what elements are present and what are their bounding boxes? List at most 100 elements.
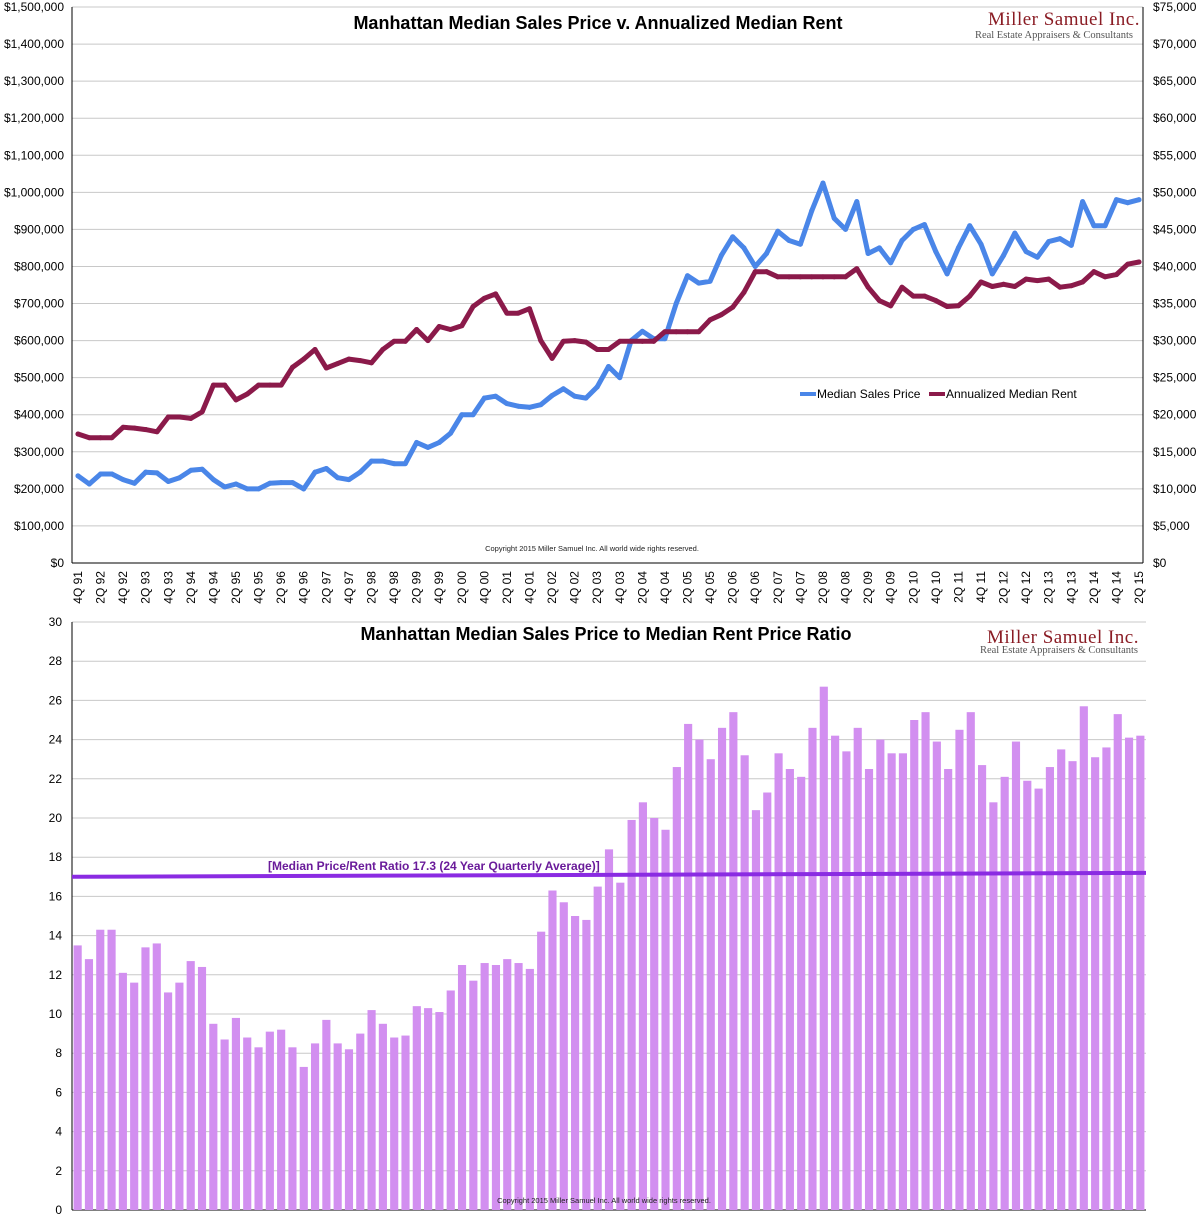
ratio-bar (164, 992, 173, 1210)
data-point (560, 386, 566, 392)
data-point (922, 293, 928, 299)
data-point (1113, 272, 1119, 278)
ratio-bar (130, 982, 139, 1210)
left-axis-tick-label: $800,000 (14, 259, 64, 273)
x-axis-tick-label: 4Q 95 (252, 571, 266, 604)
ratio-bar (367, 1010, 376, 1210)
data-point (730, 234, 736, 240)
data-point (515, 310, 521, 316)
ratio-bar (887, 753, 896, 1210)
ratio-bar (1034, 788, 1043, 1210)
ratio-bar (84, 959, 94, 1210)
data-point (685, 273, 691, 279)
data-point (730, 304, 736, 310)
data-point (718, 252, 724, 258)
ratio-bar (831, 735, 840, 1210)
x-axis-tick-label: 4Q 07 (793, 571, 807, 604)
ratio-bar (469, 980, 478, 1210)
chart-title-ratio: Manhattan Median Sales Price to Median R… (360, 624, 851, 644)
x-axis-tick-label: 4Q 08 (839, 571, 853, 604)
data-point (459, 412, 465, 418)
data-point (335, 361, 341, 367)
price-rent-gridlines (71, 6, 1144, 564)
data-point (1057, 284, 1063, 290)
data-point (222, 484, 228, 490)
left-axis-tick-label: $1,300,000 (4, 74, 64, 88)
data-point (809, 274, 815, 280)
ratio-bar (1091, 757, 1100, 1210)
quarter-axis-labels: 4Q 91 2Q 92 4Q 92 2Q 93 4Q 93 2Q 94 4Q 94 2Q 95… (71, 571, 1146, 604)
data-point (357, 358, 363, 364)
data-point (109, 435, 115, 441)
data-point (933, 249, 939, 255)
data-point (1034, 278, 1040, 284)
ratio-bar (254, 1047, 263, 1210)
data-point (425, 444, 431, 450)
data-point (436, 440, 442, 446)
data-point (809, 208, 815, 214)
ratio-bar (514, 963, 523, 1210)
ratio-bar (277, 1029, 286, 1210)
data-point (109, 471, 115, 477)
ratio-bar (706, 759, 715, 1210)
data-point (673, 329, 679, 335)
data-point (1091, 269, 1097, 275)
data-point (1136, 197, 1142, 203)
x-axis-tick-label: 4Q 06 (748, 571, 762, 604)
ratio-bar (412, 1006, 421, 1210)
x-axis-tick-label: 2Q 13 (1042, 571, 1056, 604)
data-point (210, 477, 216, 483)
data-point (1125, 200, 1131, 206)
data-point (447, 430, 453, 436)
data-point (1113, 197, 1119, 203)
ratio-bar (1057, 749, 1066, 1210)
x-axis-tick-label: 4Q 13 (1064, 571, 1078, 604)
data-point (775, 228, 781, 234)
data-point (402, 338, 408, 344)
ratio-bar (819, 686, 828, 1210)
data-point (854, 199, 860, 205)
data-point (210, 382, 216, 388)
ratio-bar (548, 890, 557, 1210)
right-axis-tick-label: $15,000 (1153, 445, 1197, 459)
data-point (989, 271, 995, 277)
data-point (481, 295, 487, 301)
ratio-bar (73, 945, 82, 1210)
ratio-bar (763, 792, 772, 1210)
data-point (75, 473, 81, 479)
data-point (899, 238, 905, 244)
ratio-bar (582, 919, 591, 1210)
y-axis-tick-label: 2 (55, 1164, 62, 1178)
data-point (786, 274, 792, 280)
ratio-bar (525, 968, 534, 1210)
data-point (289, 364, 295, 370)
y-axis-tick-label: 22 (49, 772, 63, 786)
price-rent-ratio-chart: 0 2 4 6 8 10 12 14 16 18 20 22 24 26 28 30 [Median Pric… (0, 612, 1200, 1219)
x-axis-tick-label: 2Q 96 (274, 571, 288, 604)
right-axis-tick-label: $25,000 (1153, 371, 1197, 385)
ratio-bar (638, 802, 647, 1210)
data-point (955, 303, 961, 309)
data-point (414, 440, 420, 446)
ratio-bar (1102, 747, 1111, 1210)
data-point (797, 241, 803, 247)
data-point (256, 382, 262, 388)
ratio-bar (446, 990, 455, 1210)
chart-title: Manhattan Median Sales Price v. Annualiz… (353, 13, 842, 33)
data-point (368, 360, 374, 366)
ratio-bar (175, 982, 184, 1210)
ratio-bar (1124, 737, 1134, 1210)
brand-logo-name-ratio: Miller Samuel Inc. (987, 627, 1139, 648)
average-ratio-line (71, 870, 1147, 879)
x-axis-tick-label: 2Q 11 (951, 571, 965, 603)
data-point (177, 414, 183, 420)
ratio-bar (717, 727, 727, 1210)
ratio-bar (220, 1039, 229, 1210)
rent-right-axis-labels: $0 $5,000 $10,000 $15,000 $20,000 $25,000 $30,… (1153, 0, 1197, 570)
data-point (278, 480, 284, 486)
ratio-bar (616, 882, 625, 1210)
data-point (1136, 259, 1142, 265)
ratio-bar (593, 886, 602, 1210)
legend-label-rent: Annualized Median Rent (946, 387, 1077, 401)
right-axis-tick-label: $55,000 (1153, 148, 1197, 162)
